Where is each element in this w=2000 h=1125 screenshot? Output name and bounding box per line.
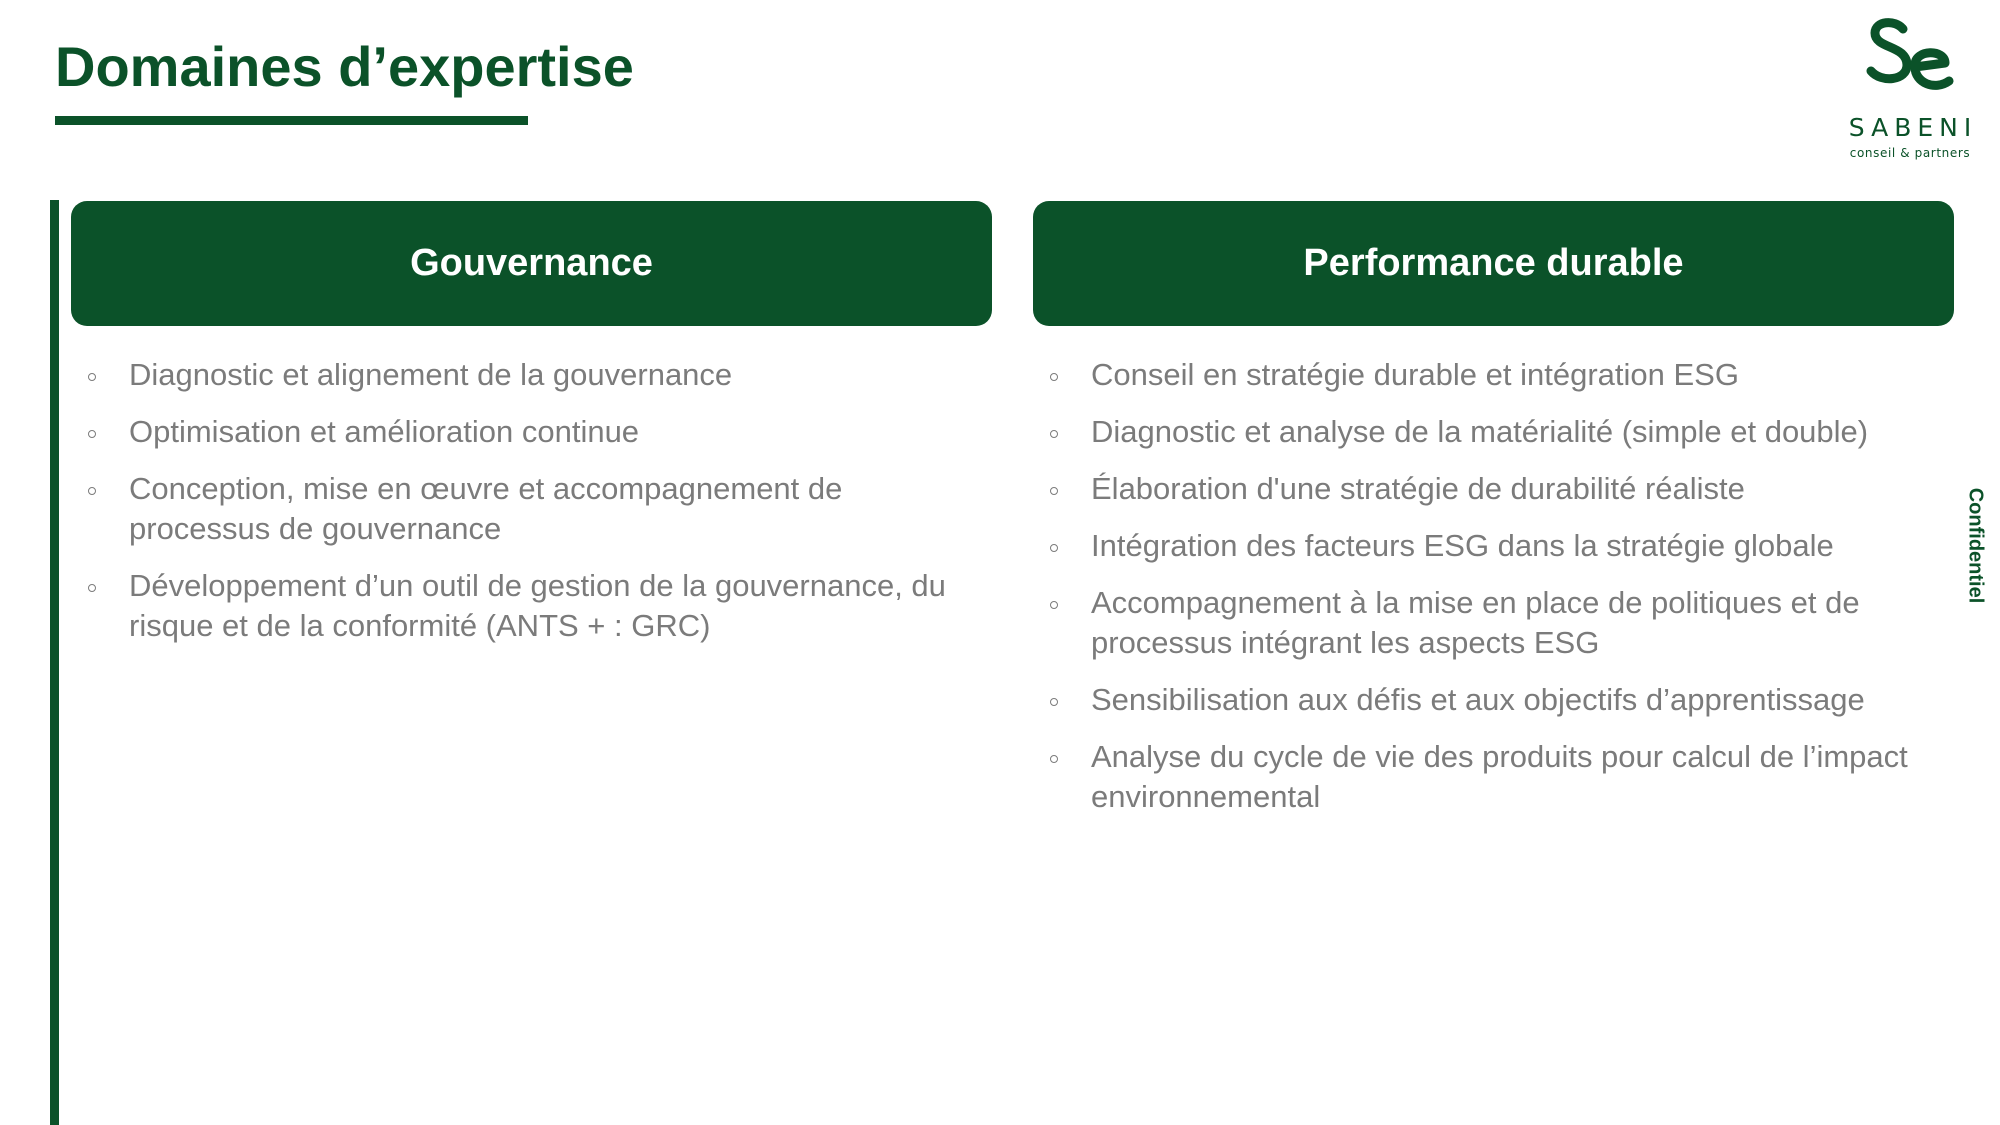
list-item: Accompagnement à la mise en place de pol… <box>1033 583 1954 663</box>
bullet-circle-icon <box>1050 430 1058 438</box>
bullet-circle-icon <box>1050 698 1058 706</box>
column-gouvernance: Gouvernance Diagnostic et alignement de … <box>71 201 992 643</box>
column-header: Performance durable <box>1033 201 1954 326</box>
bullet-circle-icon <box>88 430 96 438</box>
left-accent-bar <box>50 200 59 1125</box>
bullet-circle-icon <box>1050 601 1058 609</box>
company-logo: SABENI conseil & partners <box>1830 15 1990 165</box>
list-item: Élaboration d'une stratégie de durabilit… <box>1033 469 1954 509</box>
title-underline <box>55 116 528 125</box>
list-item-text: Accompagnement à la mise en place de pol… <box>1091 585 1860 660</box>
list-item-text: Analyse du cycle de vie des produits pou… <box>1091 739 1908 814</box>
slide-title: Domaines d’expertise <box>55 35 634 98</box>
list-item-text: Diagnostic et analyse de la matérialité … <box>1091 414 1869 449</box>
bullet-circle-icon <box>88 487 96 495</box>
logo-tagline: conseil & partners <box>1849 146 1971 160</box>
list-item: Intégration des facteurs ESG dans la str… <box>1033 526 1954 566</box>
list-item: Conception, mise en œuvre et accompagnem… <box>71 469 992 549</box>
list-item: Diagnostic et alignement de la gouvernan… <box>71 355 992 395</box>
bullet-circle-icon <box>1050 487 1058 495</box>
list-item-text: Conseil en stratégie durable et intégrat… <box>1091 357 1739 392</box>
bullet-circle-icon <box>1050 544 1058 552</box>
bullet-circle-icon <box>1050 755 1058 763</box>
list-item: Optimisation et amélioration continue <box>71 412 992 452</box>
list-item: Conseil en stratégie durable et intégrat… <box>1033 355 1954 395</box>
list-item: Analyse du cycle de vie des produits pou… <box>1033 737 1954 817</box>
column-heading: Performance durable <box>1303 242 1684 284</box>
bullet-circle-icon <box>88 584 96 592</box>
column-header: Gouvernance <box>71 201 992 326</box>
bullet-circle-icon <box>1050 373 1058 381</box>
list-item: Sensibilisation aux défis et aux objecti… <box>1033 680 1954 720</box>
list-item: Diagnostic et analyse de la matérialité … <box>1033 412 1954 452</box>
list-item-text: Conception, mise en œuvre et accompagnem… <box>129 471 843 546</box>
bullet-circle-icon <box>88 373 96 381</box>
confidential-marker: Confidentiel <box>1960 480 1990 610</box>
list-item-text: Intégration des facteurs ESG dans la str… <box>1091 528 1834 563</box>
column-heading: Gouvernance <box>410 242 653 284</box>
bullet-list: Diagnostic et alignement de la gouvernan… <box>71 355 992 663</box>
list-item-text: Sensibilisation aux défis et aux objecti… <box>1091 682 1865 717</box>
column-performance-durable: Performance durable Conseil en stratégie… <box>1033 201 1954 814</box>
list-item-text: Développement d’un outil de gestion de l… <box>129 568 946 643</box>
confidential-label: Confidentiel <box>1964 487 1987 603</box>
list-item-text: Optimisation et amélioration continue <box>129 414 640 449</box>
bullet-list: Conseil en stratégie durable et intégrat… <box>1033 355 1954 834</box>
sabeni-se-monogram-icon <box>1866 18 1954 90</box>
logo-name: SABENI <box>1848 113 1978 142</box>
list-item-text: Diagnostic et alignement de la gouvernan… <box>129 357 733 392</box>
list-item: Développement d’un outil de gestion de l… <box>71 566 992 646</box>
list-item-text: Élaboration d'une stratégie de durabilit… <box>1091 471 1745 506</box>
